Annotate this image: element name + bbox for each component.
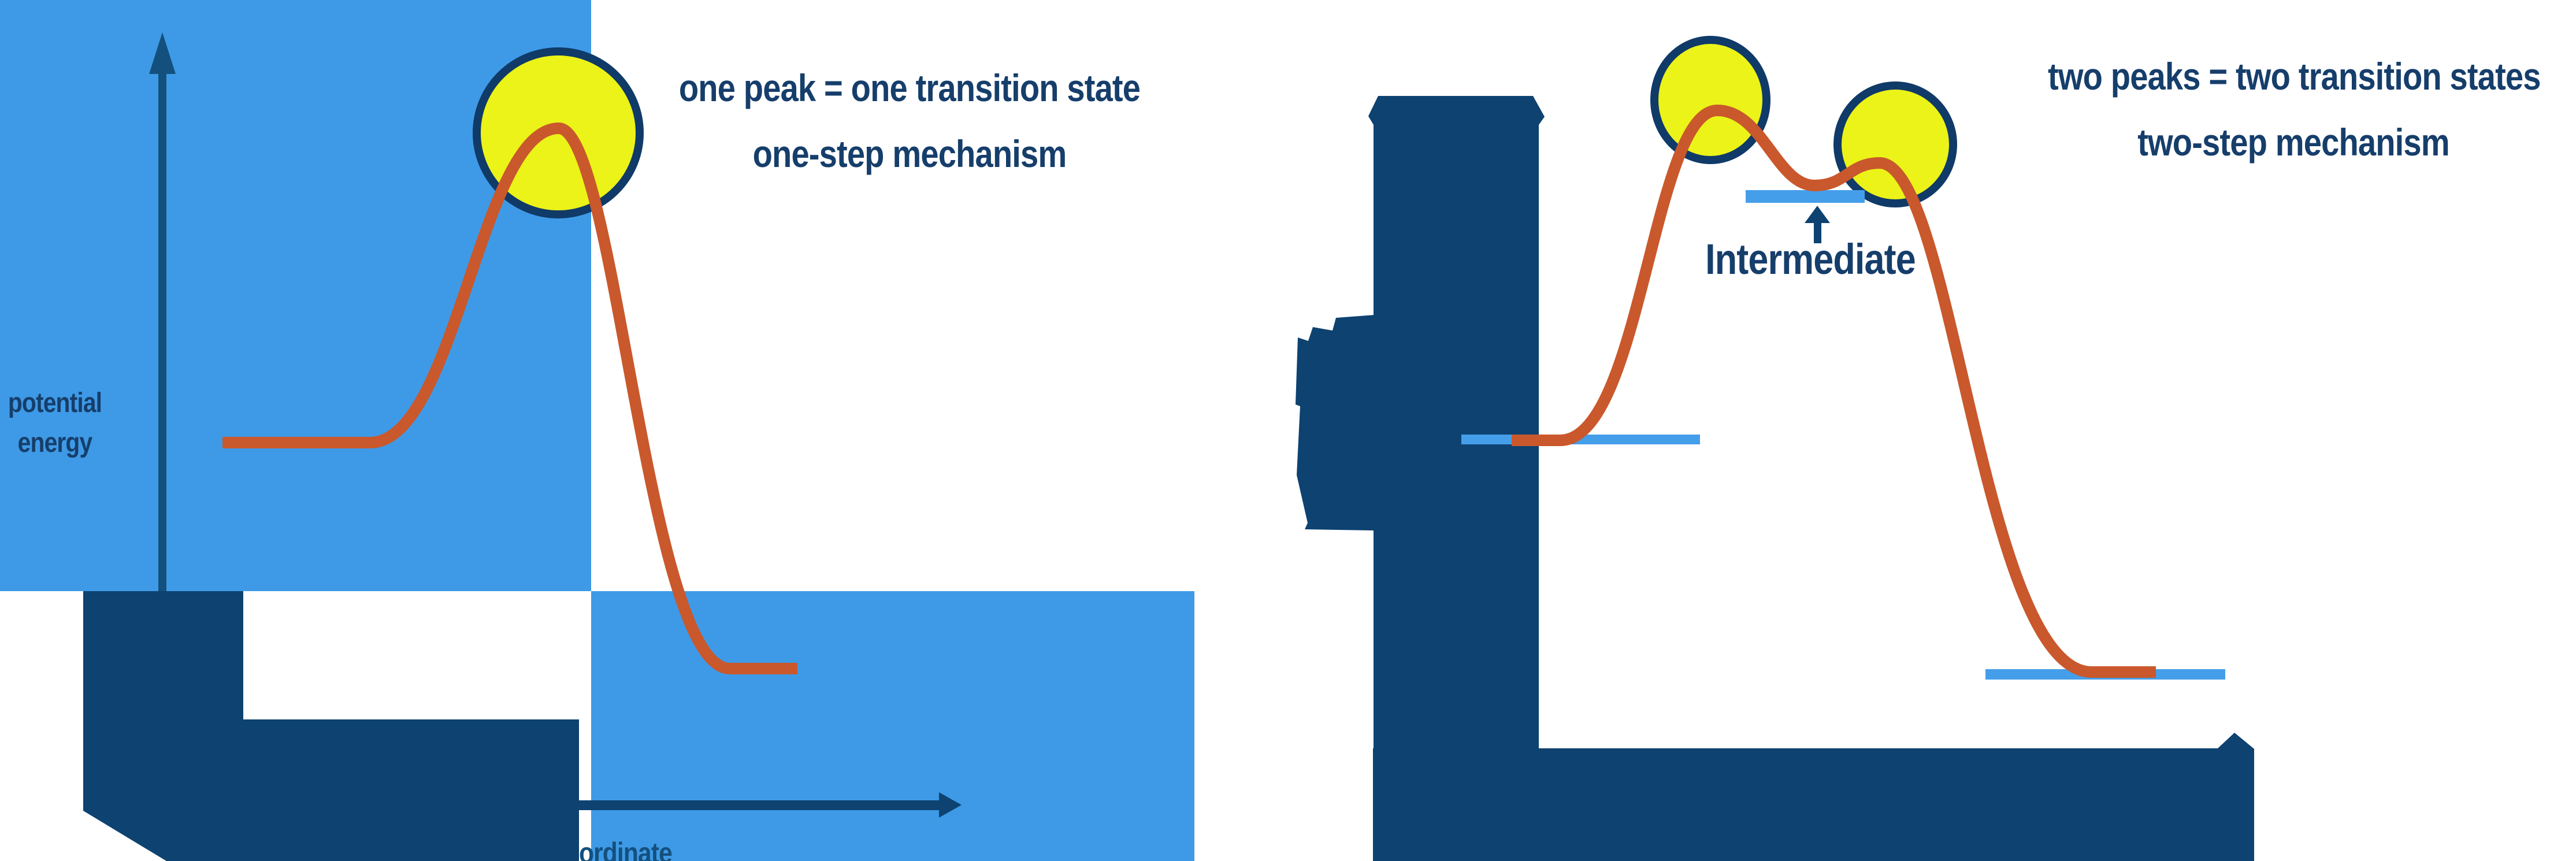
left-title-line1: one peak = one transition state	[678, 66, 1141, 109]
left-y-axis-line	[158, 69, 166, 591]
left-y-axis-label: potential energy	[6, 383, 104, 463]
right-intermediate-energy-level-bar	[1746, 190, 1865, 203]
right-y-axis-clipped-label-blob	[1296, 315, 1374, 530]
right-transition-state-circle-2	[1833, 81, 1957, 207]
right-reaction-curve	[1512, 104, 2156, 678]
left-panel-blue-lower-rect	[591, 591, 1194, 861]
left-y-axis-arrowhead-icon	[149, 32, 176, 74]
right-x-axis-band	[1373, 733, 2254, 861]
intermediate-arrow-shaft	[1814, 221, 1821, 243]
left-y-axis-label-line2: energy	[17, 428, 93, 458]
left-x-axis-line	[579, 800, 939, 810]
left-thick-axis-horizontal-band	[243, 719, 579, 861]
right-title-line1: two peaks = two transition states	[2048, 55, 2541, 98]
left-title-line2: one-step mechanism	[752, 132, 1067, 175]
left-y-axis-label-line1: potential	[8, 388, 102, 418]
intermediate-up-arrowhead-icon	[1805, 206, 1830, 223]
right-transition-state-circle-1	[1650, 36, 1770, 164]
right-y-axis-bar	[1368, 96, 1545, 751]
left-x-axis-label-clipped: ordinate	[579, 837, 673, 861]
left-thick-axis-vertical-band	[83, 591, 243, 861]
left-x-axis-arrowhead-icon	[939, 792, 962, 818]
right-panel-title: two peaks = two transition states two-st…	[2048, 43, 2541, 175]
left-reaction-curve	[222, 122, 797, 674]
left-panel-title: one peak = one transition state one-step…	[664, 55, 1155, 187]
intermediate-label: Intermediate	[1705, 235, 1916, 283]
right-title-line2: two-step mechanism	[2137, 121, 2449, 164]
